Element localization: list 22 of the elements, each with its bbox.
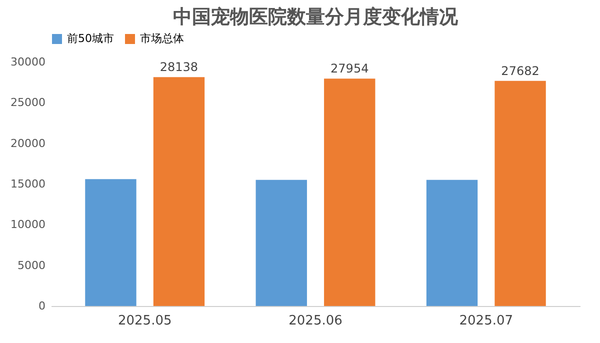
y-tick-label: 20000 (10, 136, 46, 150)
y-tick-label: 15000 (10, 178, 46, 190)
legend-label: 市场总体 (140, 32, 184, 45)
y-tick-label: 10000 (10, 218, 46, 232)
y-tick-label: 5000 (18, 258, 46, 272)
chart-title: 中国宠物医院数量分月度变化情况 (173, 6, 459, 28)
bar (324, 78, 376, 306)
data-label: 27954 (330, 62, 369, 76)
bar (426, 180, 478, 306)
y-tick-label: 25000 (10, 96, 46, 110)
bar (85, 179, 136, 306)
bar (494, 80, 546, 306)
data-label: 27682 (501, 64, 540, 78)
data-label: 28138 (160, 60, 198, 74)
y-tick-label: 0 (38, 300, 46, 312)
bar (153, 77, 205, 306)
legend-label: 前50城市 (67, 32, 114, 45)
y-tick-label: 30000 (10, 56, 46, 68)
x-tick-label: 2025.05 (118, 314, 172, 328)
x-tick-label: 2025.06 (288, 314, 342, 328)
bar (256, 180, 307, 306)
x-tick-label: 2025.07 (459, 314, 514, 328)
